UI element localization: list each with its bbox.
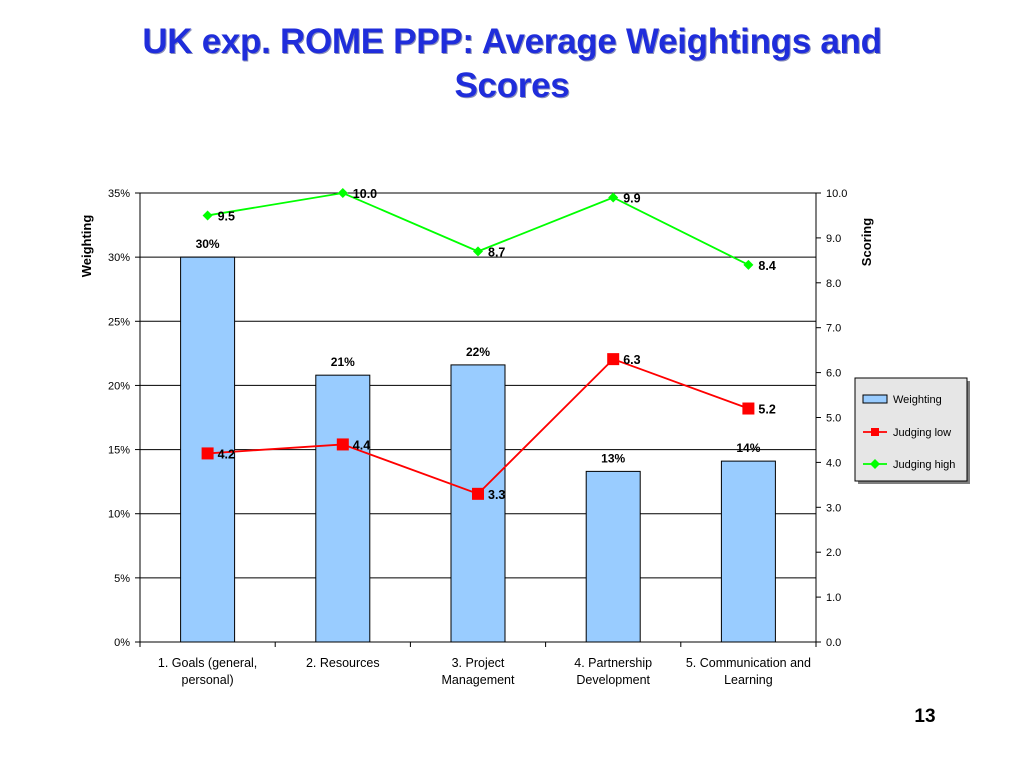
judging-low-data-label: 3.3 xyxy=(488,488,505,502)
right-axis-title: Scoring xyxy=(859,218,874,266)
right-axis-tick-label: 5.0 xyxy=(826,413,841,425)
judging-low-data-label: 6.3 xyxy=(623,353,640,367)
marker-judging-low xyxy=(472,487,484,500)
right-axis-tick-label: 6.0 xyxy=(826,368,841,380)
left-axis-tick-label: 30% xyxy=(108,252,130,264)
left-axis-tick-label: 5% xyxy=(114,573,130,585)
marker-judging-high xyxy=(202,210,213,221)
right-axis-tick-label: 2.0 xyxy=(826,547,841,559)
bar-weighting xyxy=(585,470,641,643)
judging-high-data-label: 8.4 xyxy=(758,259,775,273)
bar-data-label: 21% xyxy=(331,355,355,369)
judging-low-data-label: 4.4 xyxy=(353,438,370,452)
x-axis-tick-label: 1. Goals (general, xyxy=(158,656,257,670)
marker-judging-low xyxy=(336,438,349,451)
legend-marker-judging-low xyxy=(871,428,879,436)
legend-label-weighting: Weighting xyxy=(893,394,942,406)
bar-data-label: 22% xyxy=(466,345,490,359)
x-axis-tick-label: Development xyxy=(576,673,650,687)
slide-title-line-2: Scores xyxy=(454,66,570,105)
x-axis-tick-label: 4. Partnership xyxy=(574,656,652,670)
left-axis-tick-label: 0% xyxy=(114,637,130,649)
left-axis-tick-label: 10% xyxy=(108,509,130,521)
marker-judging-high xyxy=(473,246,483,257)
marker-judging-low xyxy=(201,447,214,460)
marker-judging-high xyxy=(608,192,619,203)
right-axis-tick-label: 10.0 xyxy=(826,188,847,200)
marker-judging-low xyxy=(607,353,620,366)
x-axis-tick-label: Learning xyxy=(724,673,773,687)
marker-judging-high xyxy=(337,188,348,198)
bar-data-label: 30% xyxy=(196,237,220,251)
right-axis-tick-label: 7.0 xyxy=(826,323,841,335)
page-number: 13 xyxy=(914,706,936,727)
x-axis-tick-label: Management xyxy=(442,673,515,687)
bar-data-label: 14% xyxy=(736,441,760,455)
left-axis-tick-label: 20% xyxy=(108,380,130,392)
right-axis-tick-label: 4.0 xyxy=(826,457,841,469)
legend-label-judging-low: Judging low xyxy=(893,427,951,439)
x-axis-tick-label: 5. Communication and xyxy=(686,656,811,670)
judging-high-data-label: 10.0 xyxy=(353,187,377,201)
slide-title-line-1: UK exp. ROME PPP: Average Weightings and xyxy=(142,22,882,61)
bar-weighting xyxy=(720,460,776,643)
bar-data-label: 13% xyxy=(601,451,625,465)
x-axis-tick-label: 3. Project xyxy=(452,656,505,670)
legend-label-judging-high: Judging high xyxy=(893,459,955,471)
left-axis-tick-label: 15% xyxy=(108,445,130,457)
right-axis-tick-label: 3.0 xyxy=(826,502,841,514)
legend-swatch-weighting xyxy=(862,394,888,404)
right-axis-tick-label: 1.0 xyxy=(826,592,841,604)
judging-low-data-label: 5.2 xyxy=(758,403,775,417)
x-axis-tick-label: personal) xyxy=(182,673,234,687)
right-axis-tick-label: 9.0 xyxy=(826,233,841,245)
judging-high-data-label: 9.9 xyxy=(623,191,640,205)
x-axis-tick-label: 2. Resources xyxy=(306,656,380,670)
right-axis-tick-label: 0.0 xyxy=(826,637,841,649)
bar-weighting xyxy=(450,364,506,643)
right-axis-tick-label: 8.0 xyxy=(826,278,841,290)
judging-low-data-label: 4.2 xyxy=(218,447,235,461)
marker-judging-high xyxy=(743,259,754,270)
left-axis-tick-label: 35% xyxy=(108,188,130,200)
left-axis-title: Weighting xyxy=(79,215,94,278)
judging-high-data-label: 8.7 xyxy=(488,245,505,259)
judging-high-data-label: 9.5 xyxy=(218,209,235,223)
marker-judging-low xyxy=(742,402,755,415)
slide-title: UK exp. ROME PPP: Average Weightings and… xyxy=(40,20,984,108)
legend-marker-judging-high xyxy=(870,459,880,469)
left-axis-tick-label: 25% xyxy=(108,316,130,328)
bar-weighting xyxy=(315,374,371,643)
